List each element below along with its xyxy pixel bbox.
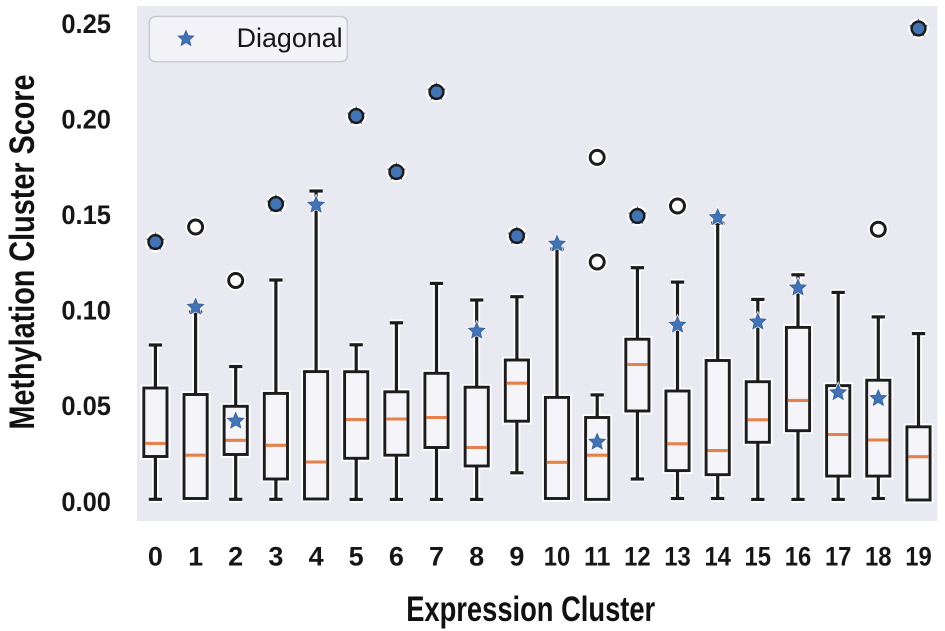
svg-text:19: 19: [905, 542, 932, 572]
svg-text:15: 15: [745, 542, 772, 572]
svg-text:1: 1: [188, 542, 203, 572]
svg-text:14: 14: [704, 542, 731, 572]
svg-text:6: 6: [389, 542, 404, 572]
svg-text:16: 16: [785, 542, 812, 572]
svg-text:Expression Cluster: Expression Cluster: [406, 590, 655, 629]
svg-text:7: 7: [429, 542, 444, 572]
svg-text:0.20: 0.20: [61, 104, 111, 134]
svg-text:5: 5: [349, 542, 364, 572]
svg-text:18: 18: [865, 542, 892, 572]
svg-text:3: 3: [268, 542, 283, 572]
svg-text:0.10: 0.10: [61, 296, 111, 326]
svg-text:Diagonal: Diagonal: [237, 23, 343, 53]
svg-text:0.25: 0.25: [61, 9, 111, 39]
svg-text:0.05: 0.05: [61, 391, 111, 421]
svg-text:17: 17: [825, 542, 852, 572]
svg-text:0.15: 0.15: [61, 200, 111, 230]
svg-text:10: 10: [544, 542, 571, 572]
svg-text:11: 11: [584, 542, 611, 572]
svg-text:4: 4: [309, 542, 324, 572]
svg-text:8: 8: [469, 542, 484, 572]
svg-text:12: 12: [624, 542, 651, 572]
svg-text:0.00: 0.00: [61, 487, 111, 517]
svg-text:9: 9: [509, 542, 524, 572]
svg-text:Methylation Cluster Score: Methylation Cluster Score: [3, 75, 42, 430]
svg-text:0: 0: [148, 542, 163, 572]
svg-text:13: 13: [664, 542, 691, 572]
svg-text:2: 2: [228, 542, 243, 572]
